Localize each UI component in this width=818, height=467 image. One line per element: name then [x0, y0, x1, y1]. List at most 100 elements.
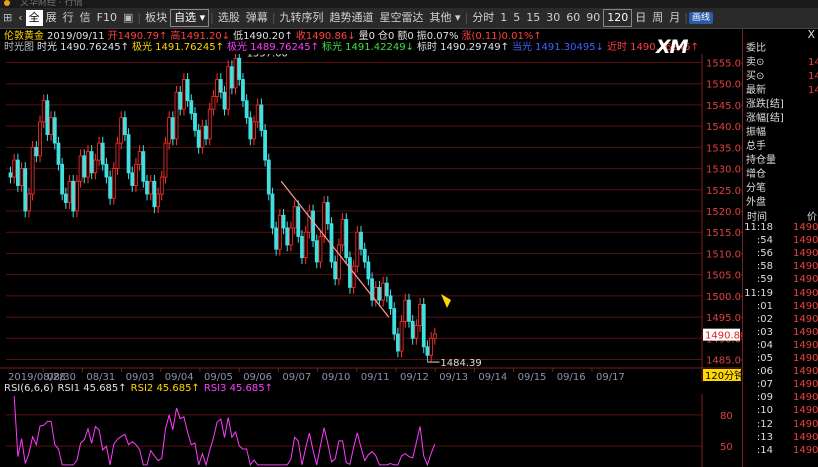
- candle-body: [233, 57, 238, 89]
- last-price-label: 1490.86: [705, 331, 742, 342]
- window-icon[interactable]: ▣: [122, 11, 134, 24]
- candle-body: [336, 244, 341, 280]
- toolbar-item-4[interactable]: 行: [62, 11, 74, 24]
- tick-row: :01 1490: [743, 300, 818, 313]
- candle-body: [115, 142, 120, 169]
- tick-price: 1490: [793, 287, 818, 299]
- candle-body: [41, 100, 46, 123]
- candle-body: [215, 79, 220, 97]
- toolbar-item-5[interactable]: 信: [79, 11, 91, 24]
- tick-time: 11:19: [744, 287, 773, 299]
- toolbar-item-24[interactable]: 30: [546, 11, 561, 24]
- tick-time: :14: [756, 444, 773, 456]
- candle-body: [303, 231, 308, 259]
- y-tick-label: 1495.00: [706, 313, 742, 324]
- toolbar-item-26[interactable]: 90: [586, 11, 601, 24]
- toolbar-item-6[interactable]: F10: [96, 11, 117, 24]
- tick-time: :01: [756, 300, 773, 312]
- candle-body: [185, 79, 190, 102]
- toolbar-item-15[interactable]: 九转序列: [279, 11, 324, 24]
- trendline: [280, 180, 390, 318]
- quote-field-row: 分笔: [746, 182, 766, 195]
- candle-body: [163, 142, 168, 178]
- main-toolbar: ⊞ ‹ 全展行信 F10 ▣ | 板块 自选 ▾ | 选股 弹幕 | 九转序列 趋势通道 星空雷达 其他 ▾ |…: [0, 8, 818, 29]
- candle-body: [182, 79, 186, 110]
- grid-icon[interactable]: ⊞: [3, 11, 13, 24]
- quote-field-value: 14: [808, 57, 818, 68]
- candle-body: [429, 337, 434, 356]
- quote-side-panel: X 委比 卖⊙ 14 买⊙ 14 最新 14 涨跌[结] 涨幅[结] 振幅 总手 持仓量 增仓 分笔 外盘 …: [742, 28, 818, 467]
- indicator-value: 时光 1490.76245↑: [37, 42, 129, 53]
- candle-body: [281, 214, 286, 229]
- toolbar-item-18[interactable]: 其他 ▾: [429, 11, 461, 24]
- toolbar-item-10[interactable]: 自选 ▾: [170, 9, 210, 27]
- tick-row: :04 1490: [743, 339, 818, 352]
- tick-row: :59 1490: [743, 273, 818, 286]
- x-tick-label: 08/30: [47, 372, 76, 382]
- rsi-tick-label: 80: [720, 411, 733, 422]
- candle-body: [19, 168, 24, 186]
- quote-close: 收1490.86↓: [295, 31, 356, 42]
- toolbar-item-17[interactable]: 星空雷达: [379, 11, 424, 24]
- quote-field-value: 14: [808, 85, 818, 96]
- toolbar-item-28[interactable]: 日: [635, 11, 647, 24]
- candle-body: [237, 57, 242, 80]
- toolbar-item-9[interactable]: 板块: [145, 11, 168, 24]
- tick-price: 1490: [793, 261, 818, 273]
- toolbar-item-25[interactable]: 60: [566, 11, 581, 24]
- quote-amp: 振0.07%: [416, 31, 459, 42]
- toolbar-item-13[interactable]: 弹幕: [245, 11, 268, 24]
- candle-body: [311, 210, 315, 242]
- candle-body: [100, 142, 105, 165]
- x-tick-label: 09/11: [361, 372, 390, 382]
- candle-body: [218, 79, 223, 93]
- toolbar-item-16[interactable]: 趋势通道: [329, 11, 374, 24]
- candle-body: [359, 231, 363, 250]
- toolbar-item-23[interactable]: 15: [526, 11, 541, 24]
- max-price-label: 1557.00: [247, 54, 288, 60]
- toolbar-item-12[interactable]: 选股: [217, 11, 240, 24]
- candle-body: [27, 193, 31, 212]
- tick-price: 1490: [793, 313, 818, 325]
- quote-field-row: 委比: [746, 42, 766, 55]
- candle-body: [126, 134, 131, 174]
- toolbar-item-3[interactable]: 展: [45, 11, 57, 24]
- candle-body: [241, 79, 245, 102]
- quote-name: 伦敦黄金: [4, 31, 44, 42]
- candle-body: [89, 151, 94, 174]
- candle-body: [97, 142, 101, 161]
- quote-field-row: 卖⊙ 14: [746, 56, 818, 69]
- tick-price: 1490: [793, 300, 818, 312]
- indicator-value: 标光 1491.42249↓: [322, 42, 414, 53]
- close-icon[interactable]: X: [807, 28, 815, 41]
- x-tick-label: 09/07: [282, 372, 311, 382]
- x-tick-label: 09/05: [204, 372, 233, 382]
- quote-field-label: 分笔: [746, 183, 766, 194]
- candle-body: [370, 278, 374, 301]
- quote-field-row: 总手: [746, 140, 766, 153]
- y-tick-label: 1500.00: [706, 292, 742, 303]
- toolbar-item-32[interactable]: 画线: [689, 12, 714, 24]
- toolbar-item-20[interactable]: 分时: [472, 11, 495, 24]
- candle-body: [119, 117, 124, 144]
- back-icon[interactable]: ‹: [18, 11, 23, 24]
- candle-body: [366, 261, 371, 280]
- candle-body: [300, 236, 304, 259]
- window-titlebar: 文华财经 · 行情: [0, 0, 818, 8]
- price-chart[interactable]: 1555.00 1550.00 1545.00 1540.00 1535.00 1530.…: [0, 54, 742, 382]
- tick-row: :02 1490: [743, 313, 818, 326]
- quote-low: 低1490.20↑: [233, 31, 293, 42]
- toolbar-item-30[interactable]: 月: [669, 11, 681, 24]
- toolbar-item-21[interactable]: 1: [500, 11, 508, 24]
- toolbar-item-2[interactable]: 全: [25, 10, 43, 26]
- candle-body: [263, 129, 267, 161]
- rsi-chart[interactable]: 80 50: [0, 394, 742, 467]
- toolbar-item-22[interactable]: 5: [513, 11, 521, 24]
- candle-body: [145, 180, 149, 195]
- toolbar-item-27[interactable]: 120: [603, 9, 633, 27]
- tick-time: :10: [756, 405, 773, 417]
- tick-time: :04: [756, 339, 773, 351]
- x-tick-label: 09/13: [439, 372, 468, 382]
- toolbar-item-29[interactable]: 周: [652, 11, 664, 24]
- tick-time: :13: [756, 431, 773, 443]
